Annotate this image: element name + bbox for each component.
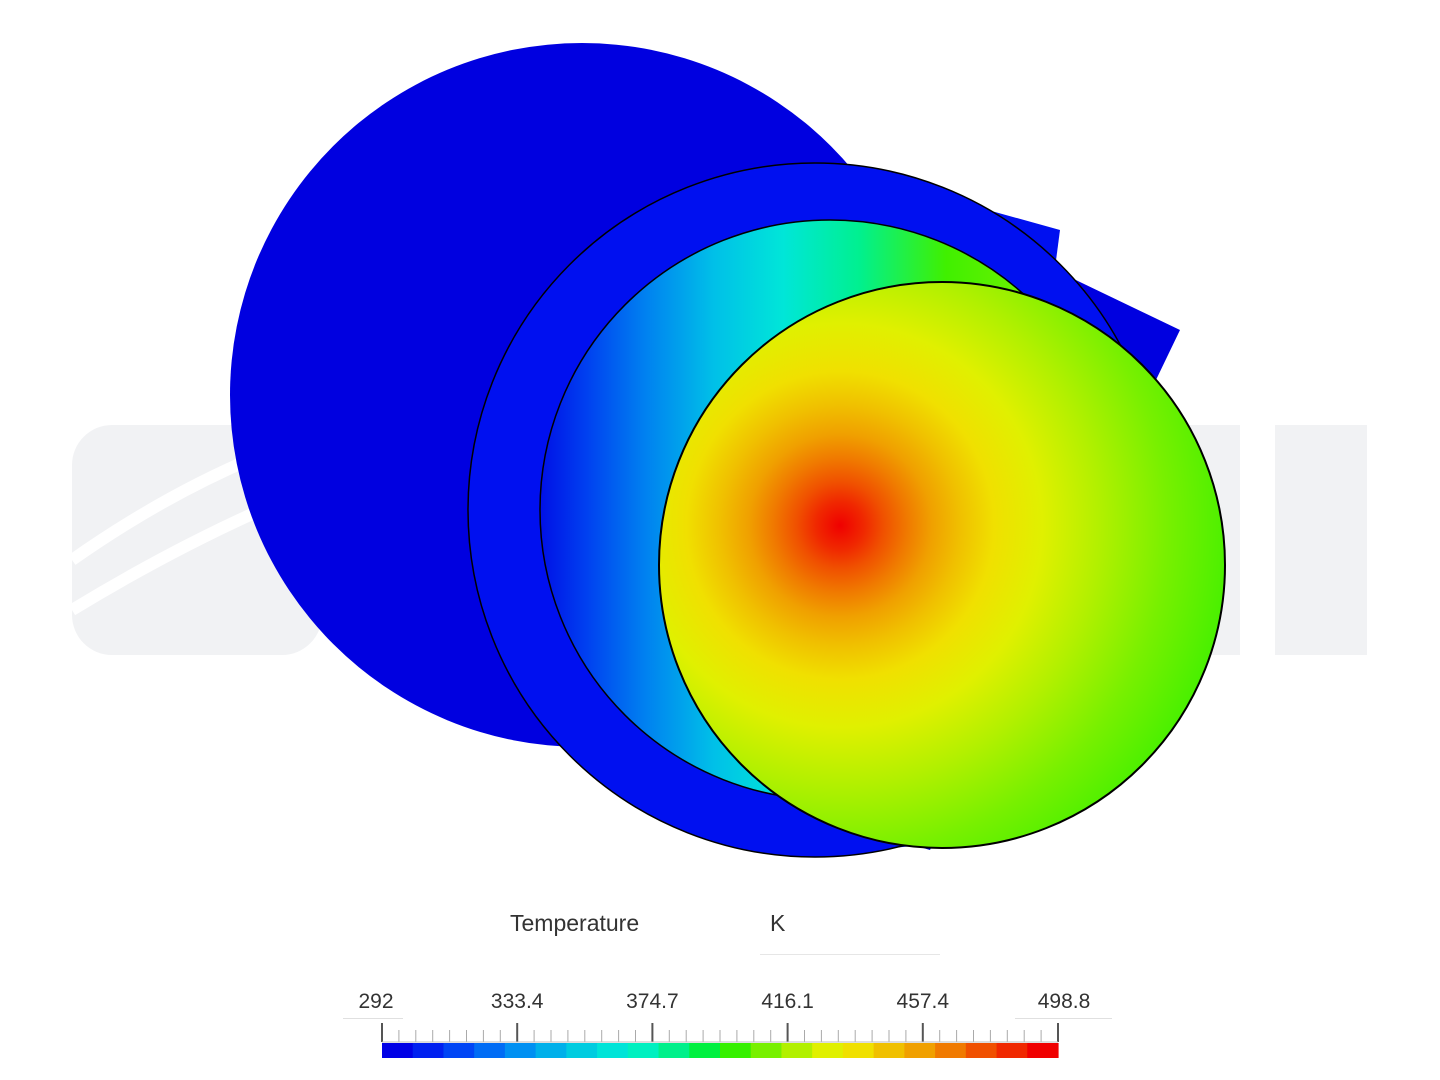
3d-viewport[interactable] — [0, 0, 1440, 880]
end-face-contour — [658, 281, 1226, 849]
color-band-0 — [382, 1043, 414, 1058]
tick-label: 416.1 — [761, 990, 814, 1013]
color-band-15 — [842, 1043, 875, 1058]
color-band-5 — [535, 1043, 567, 1058]
color-band-17 — [904, 1043, 936, 1058]
color-band-11 — [720, 1043, 752, 1058]
color-band-8 — [627, 1043, 660, 1058]
color-band-4 — [504, 1043, 537, 1058]
color-band-19 — [965, 1043, 998, 1058]
tick-label: 498.8 — [1037, 990, 1091, 1013]
color-band-6 — [566, 1043, 598, 1058]
color-band-20 — [996, 1043, 1028, 1058]
color-legend: Temperature K 292 333.4 374.7 416.1 457.4 498… — [0, 880, 1440, 1080]
legend-unit-underline — [760, 954, 940, 955]
color-band-9 — [658, 1043, 690, 1058]
cylinder-render — [72, 43, 1367, 858]
legend-right-rule — [1015, 1018, 1112, 1019]
color-band-7 — [597, 1043, 629, 1058]
tick-label: 457.4 — [896, 990, 950, 1013]
color-band-16 — [873, 1043, 905, 1058]
color-band-13 — [781, 1043, 813, 1058]
legend-title: Temperature — [510, 910, 640, 936]
tick-label: 333.4 — [490, 990, 544, 1013]
tick-label: 292 — [358, 990, 394, 1013]
tick-label: 374.7 — [626, 990, 679, 1013]
color-band-14 — [812, 1043, 844, 1058]
color-band-3 — [474, 1043, 506, 1058]
legend-unit: K — [770, 910, 786, 936]
color-band-1 — [412, 1043, 445, 1058]
color-band-21 — [1027, 1043, 1059, 1058]
color-band-2 — [443, 1043, 475, 1058]
color-band-18 — [935, 1043, 967, 1058]
color-scale-bar — [381, 1023, 1059, 1058]
color-band-10 — [689, 1043, 721, 1058]
legend-left-rule — [343, 1018, 403, 1019]
color-band-12 — [750, 1043, 783, 1058]
